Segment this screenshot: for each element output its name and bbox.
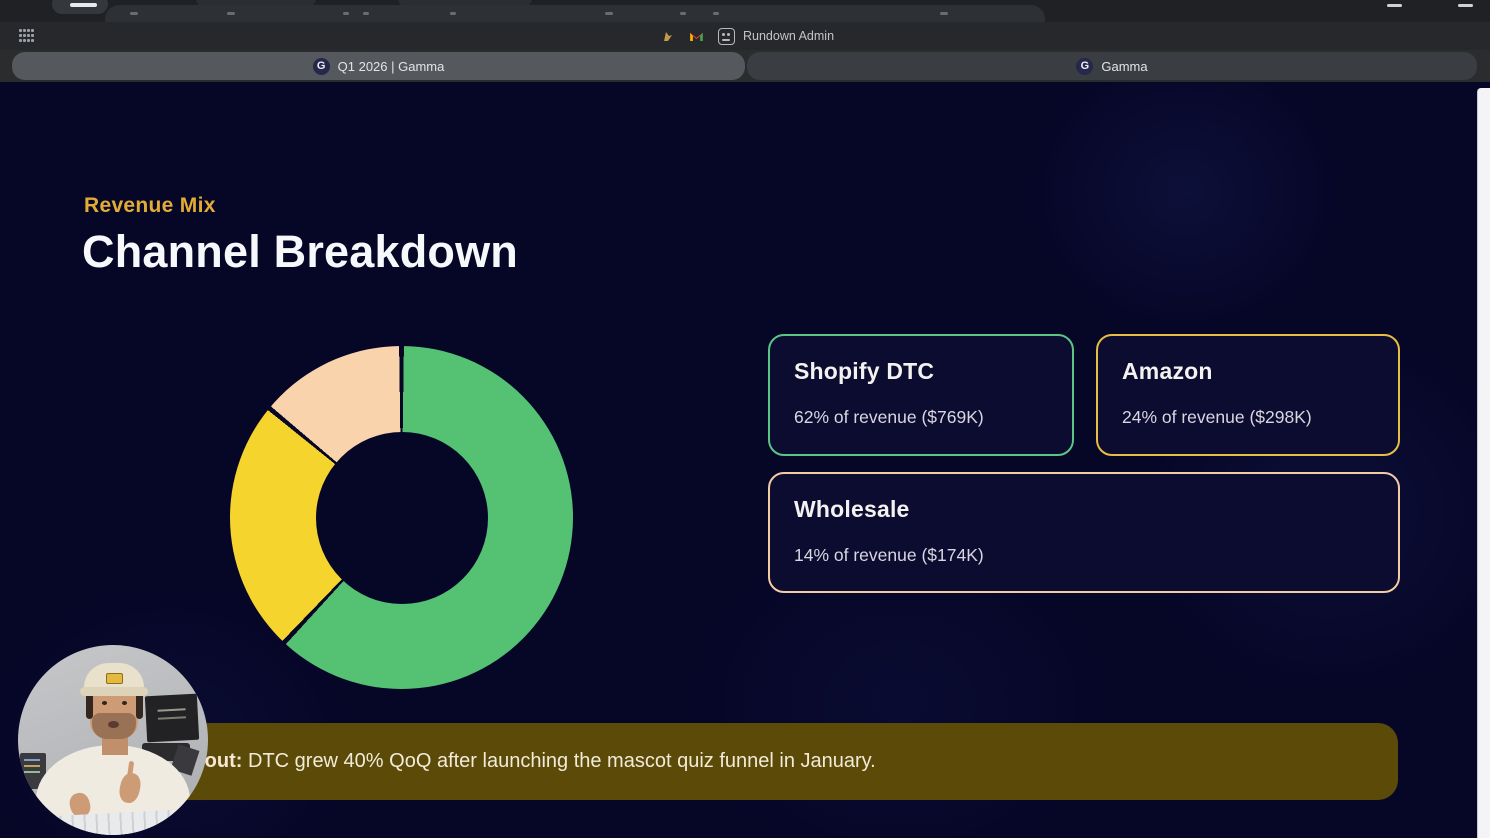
donut-hole	[315, 431, 488, 604]
person-mouth	[108, 721, 119, 728]
gmail-bookmark-icon[interactable]	[689, 29, 704, 44]
card-amazon: Amazon 24% of revenue ($298K)	[1096, 334, 1400, 456]
card-wholesale: Wholesale 14% of revenue ($174K)	[768, 472, 1400, 593]
address-text-fragment	[130, 12, 138, 15]
bookmark-label: Rundown Admin	[743, 29, 835, 43]
card-body: 24% of revenue ($298K)	[1122, 407, 1312, 427]
address-text-fragment	[450, 12, 456, 15]
address-text-fragment	[363, 12, 369, 15]
tab-gamma[interactable]: G Gamma	[747, 52, 1477, 80]
gamma-favicon: G	[312, 57, 330, 75]
tab-q1-2026-gamma[interactable]: G Q1 2026 | Gamma	[12, 52, 745, 80]
person-eye	[122, 701, 127, 705]
donut-chart	[230, 346, 573, 689]
callout-banner: Callout: DTC grew 40% QoQ after launchin…	[150, 723, 1398, 800]
apps-grid-icon[interactable]	[19, 29, 34, 42]
window-control-remnant[interactable]	[1387, 4, 1402, 7]
gamma-favicon: G	[1076, 57, 1094, 75]
slide-background	[0, 82, 1490, 838]
address-text-fragment	[680, 12, 686, 15]
window-control-remnant[interactable]	[1458, 4, 1473, 7]
slide-eyebrow: Revenue Mix	[84, 194, 216, 217]
address-text-fragment	[227, 12, 235, 15]
person-eye	[102, 701, 107, 705]
callout-body: DTC grew 40% QoQ after launching the mas…	[242, 750, 876, 772]
address-text-fragment	[343, 12, 349, 15]
callout-text: Callout: DTC grew 40% QoQ after launchin…	[168, 750, 876, 773]
tab-title: Q1 2026 | Gamma	[337, 58, 445, 74]
page-viewport: Revenue Mix Channel Breakdown Shopify DT…	[0, 82, 1490, 838]
address-text-fragment	[713, 12, 719, 15]
card-title: Amazon	[1122, 358, 1213, 384]
address-text-fragment	[940, 12, 948, 15]
card-body: 14% of revenue ($174K)	[794, 545, 984, 565]
bookmarks-bar: Rundown Admin	[0, 22, 1490, 50]
card-shopify-dtc: Shopify DTC 62% of revenue ($769K)	[768, 334, 1074, 456]
tab-title: Gamma	[1101, 58, 1148, 74]
toolbar-indicator	[70, 3, 97, 7]
address-text-fragment	[605, 12, 613, 15]
page-scrollbar[interactable]	[1477, 88, 1490, 838]
toolbar-remnant	[196, 0, 316, 8]
slide-title: Channel Breakdown	[82, 226, 518, 277]
address-bar[interactable]	[105, 5, 1045, 22]
person-cap-brim	[80, 687, 148, 696]
webcam-overlay[interactable]	[18, 645, 208, 835]
card-title: Shopify DTC	[794, 358, 935, 384]
person-hair	[136, 693, 143, 719]
wall-sign	[144, 693, 200, 743]
bookmark-rundown-admin[interactable]: Rundown Admin	[718, 27, 835, 45]
card-title: Wholesale	[794, 496, 910, 522]
cap-patch	[106, 673, 123, 684]
person-hair	[86, 693, 93, 719]
browser-toolbar-cropped	[0, 0, 1490, 22]
toolbar-remnant	[398, 0, 532, 8]
browser-chrome: Rundown Admin G Q1 2026 | Gamma G Gamma	[0, 0, 1490, 82]
tab-strip: G Q1 2026 | Gamma G Gamma	[0, 50, 1490, 82]
bookmark-favicon[interactable]	[660, 29, 675, 44]
rundown-admin-icon	[718, 27, 735, 45]
card-body: 62% of revenue ($769K)	[794, 407, 984, 427]
